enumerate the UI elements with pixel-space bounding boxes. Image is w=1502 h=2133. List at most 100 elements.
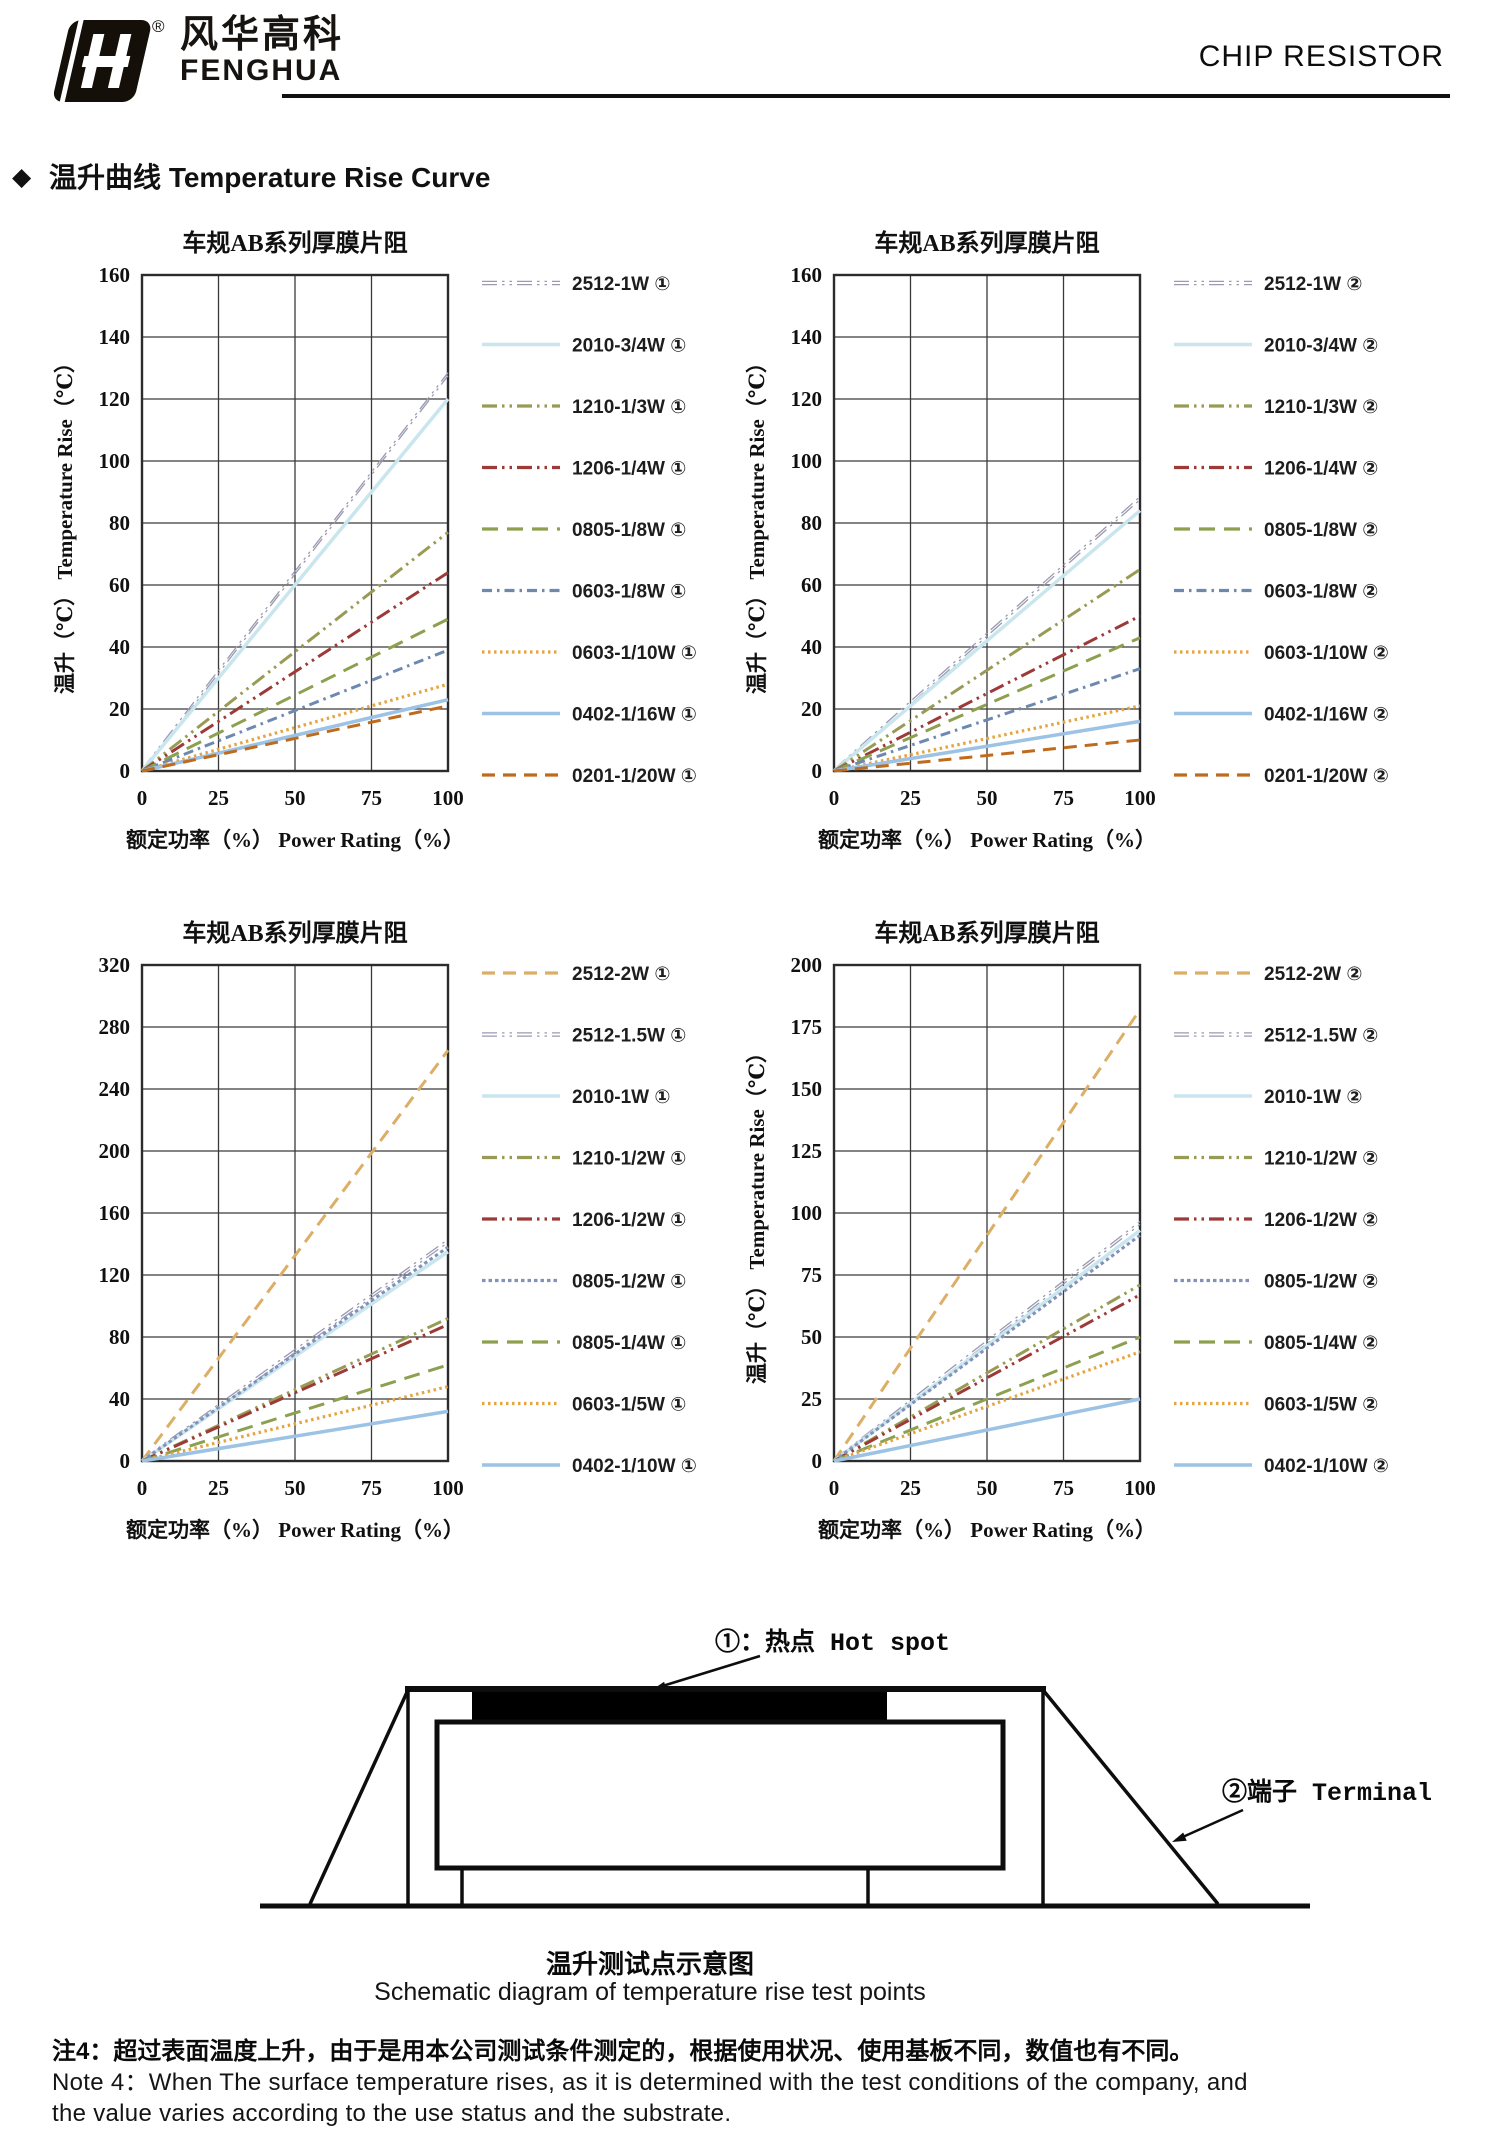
- legend-item: 0805-1/8W ①: [482, 520, 686, 541]
- series-line: [140, 397, 450, 773]
- y-tick-label: 60: [801, 573, 822, 597]
- x-tick-label: 0: [829, 786, 840, 810]
- x-axis-label: 额定功率（%） Power Rating（%）: [126, 828, 464, 852]
- terminal-label: ②端子 Terminal: [1222, 1779, 1433, 1808]
- y-tick-label: 80: [109, 1325, 130, 1349]
- legend-label: 0805-1/4W ②: [1264, 1333, 1378, 1354]
- y-axis-label: 温升（℃） Temperature Rise（℃）: [745, 352, 769, 694]
- y-axis-label: 温升（℃） Temperature Rise（℃）: [745, 1042, 769, 1384]
- hot-spot-label: ①：热点 Hot spot: [715, 1629, 951, 1658]
- schematic-caption-cn: 温升测试点示意图: [545, 1949, 754, 1979]
- series-line: [833, 1397, 1141, 1463]
- legend-item: 2512-2W ①: [482, 964, 670, 985]
- chart-svg-4: 车规AB系列厚膜片阻 0 25 50 75 100 125 150 175 200 0 25 50 75 1…: [745, 919, 1389, 1542]
- legend-item: 1210-1/3W ②: [1174, 397, 1378, 418]
- y-tick-label: 240: [99, 1077, 131, 1101]
- legend-label: 0201-1/20W ①: [572, 766, 697, 787]
- registered-mark: ®: [152, 17, 165, 36]
- legend-label: 2010-1W ②: [1264, 1087, 1362, 1108]
- y-tick-label: 150: [791, 1077, 823, 1101]
- section-title-cn: 温升曲线: [49, 162, 162, 193]
- legend-item: 1206-1/2W ①: [482, 1210, 686, 1231]
- legend-label: 0805-1/8W ②: [1264, 520, 1378, 541]
- legend-item: 0805-1/8W ②: [1174, 520, 1378, 541]
- y-tick-label: 100: [791, 1201, 823, 1225]
- series-line: [833, 1283, 1141, 1463]
- y-tick-label: 120: [99, 387, 131, 411]
- fenghua-logo-svg: ®: [53, 17, 165, 102]
- legend-item: 0402-1/16W ①: [482, 705, 697, 726]
- footnotes: 注4：超过表面温度上升，由于是用本公司测试条件测定的，根据使用状况、使用基板不同…: [52, 2036, 1472, 2129]
- logo-name-en: FENGHUA: [180, 54, 343, 87]
- series-line: [140, 1049, 450, 1462]
- x-tick-label: 75: [1053, 1476, 1074, 1500]
- y-tick-label: 160: [791, 263, 823, 287]
- series-line: [141, 1385, 449, 1463]
- legend-item: 0603-1/8W ②: [1174, 582, 1378, 603]
- legend-item: 2512-1.5W ②: [1174, 1026, 1378, 1047]
- document-title: CHIP RESISTOR: [1198, 40, 1444, 73]
- legend-item: 2512-1W ②: [1174, 274, 1362, 295]
- series-line: [833, 636, 1141, 773]
- legend-item: 0805-1/2W ①: [482, 1272, 686, 1293]
- x-tick-label: 0: [137, 1476, 148, 1500]
- legend-label: 2010-3/4W ①: [572, 336, 686, 357]
- legend-label: 0603-1/5W ②: [1264, 1395, 1378, 1416]
- legend-item: 2512-1W ①: [482, 274, 670, 295]
- legend-item: 0805-1/4W ②: [1174, 1333, 1378, 1354]
- series-line: [833, 1350, 1141, 1463]
- y-tick-label: 0: [120, 759, 131, 783]
- legend-label: 0805-1/2W ②: [1264, 1272, 1378, 1293]
- chart-bottom-left: 车规AB系列厚膜片阻 0 40 80 120 160 200 240 280 320 0 25 50 75…: [50, 905, 750, 1577]
- x-tick-label: 50: [285, 1476, 306, 1500]
- x-tick-label: 75: [361, 1476, 382, 1500]
- legend-label: 1206-1/4W ②: [1264, 459, 1378, 480]
- legend-item: 0603-1/5W ②: [1174, 1395, 1378, 1416]
- series-line: [833, 1220, 1141, 1461]
- legend-label: 0603-1/8W ①: [572, 582, 686, 603]
- y-tick-label: 60: [109, 573, 130, 597]
- legend-label: 0805-1/4W ①: [572, 1333, 686, 1354]
- chart-title: 车规AB系列厚膜片阻: [874, 919, 1099, 947]
- chart-title: 车规AB系列厚膜片阻: [874, 229, 1099, 257]
- legend-label: 2010-1W ①: [572, 1087, 670, 1108]
- series-line: [141, 1409, 449, 1463]
- series-line: [141, 648, 449, 773]
- legend-label: 0402-1/16W ①: [572, 705, 697, 726]
- legend-item: 2512-1.5W ①: [482, 1026, 686, 1047]
- legend-item: 0402-1/10W ①: [482, 1456, 697, 1477]
- legend-item: 2010-3/4W ①: [482, 336, 686, 357]
- y-tick-label: 125: [791, 1139, 823, 1163]
- legend-item: 0805-1/4W ①: [482, 1333, 686, 1354]
- chart-top-left: 车规AB系列厚膜片阻 0 20 40 60 80 100 120 140 160 0 25 50 75 10…: [50, 215, 750, 887]
- legend-label: 2512-1W ②: [1264, 274, 1362, 295]
- diamond-bullet-icon: ◆: [12, 163, 32, 191]
- series-line: [833, 704, 1141, 773]
- y-tick-label: 80: [801, 511, 822, 535]
- x-tick-label: 75: [1053, 786, 1074, 810]
- y-tick-label: 160: [99, 263, 131, 287]
- legend-label: 1206-1/2W ②: [1264, 1210, 1378, 1231]
- series-line: [141, 571, 449, 773]
- legend-label: 0402-1/10W ②: [1264, 1456, 1389, 1477]
- series-line: [141, 704, 449, 773]
- chart-svg-2: 车规AB系列厚膜片阻 0 20 40 60 80 100 120 140 160 0 25 50 75 10…: [745, 229, 1389, 852]
- x-tick-label: 0: [829, 1476, 840, 1500]
- y-tick-label: 20: [109, 697, 130, 721]
- y-tick-label: 160: [99, 1201, 131, 1225]
- legend-item: 1210-1/3W ①: [482, 397, 686, 418]
- legend-item: 1210-1/2W ①: [482, 1149, 686, 1170]
- x-tick-label: 50: [285, 786, 306, 810]
- series-line: [833, 496, 1141, 770]
- series-line: [141, 617, 449, 773]
- legend-item: 1206-1/2W ②: [1174, 1210, 1378, 1231]
- legend-label: 0805-1/2W ①: [572, 1272, 686, 1293]
- x-tick-label: 100: [1124, 1476, 1156, 1500]
- x-tick-label: 50: [977, 786, 998, 810]
- chart-top-right: 车规AB系列厚膜片阻 0 20 40 60 80 100 120 140 160 0 25 50 75 10…: [742, 215, 1442, 887]
- legend-item: 0201-1/20W ①: [482, 766, 697, 787]
- series-line: [833, 738, 1141, 773]
- legend-item: 0201-1/20W ②: [1174, 766, 1389, 787]
- series-line: [832, 1228, 1142, 1463]
- y-tick-label: 140: [791, 325, 823, 349]
